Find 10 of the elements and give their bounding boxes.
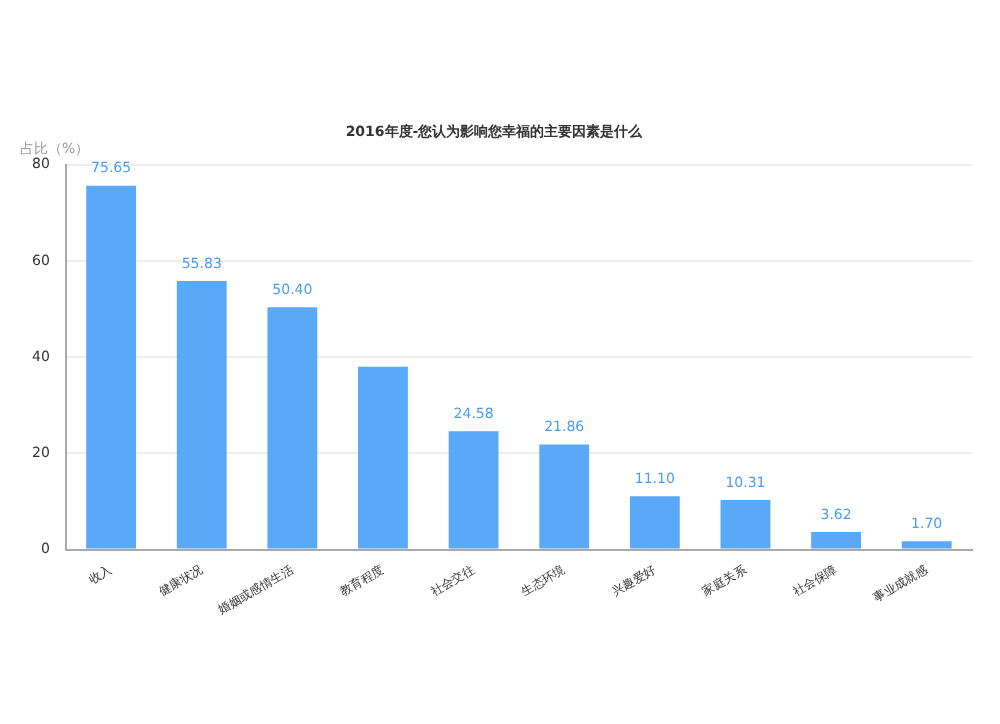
- bar: [901, 541, 952, 549]
- bar: [720, 499, 771, 549]
- bar: [86, 185, 137, 549]
- bar: [539, 444, 590, 549]
- bar: [811, 532, 861, 549]
- bar: [448, 431, 499, 549]
- bar: [176, 281, 227, 549]
- bar: [629, 496, 680, 549]
- bar: [358, 366, 408, 549]
- bar: [267, 307, 318, 549]
